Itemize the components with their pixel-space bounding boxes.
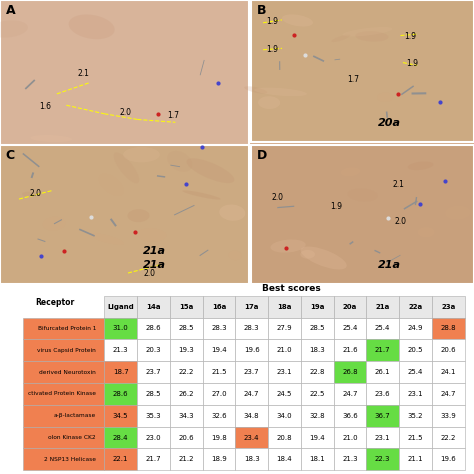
Ellipse shape xyxy=(137,228,166,241)
Text: Receptor: Receptor xyxy=(35,298,74,307)
Text: 2.0: 2.0 xyxy=(271,193,283,202)
Bar xyxy=(251,0,474,142)
Text: 21a: 21a xyxy=(143,261,166,271)
Ellipse shape xyxy=(69,15,115,39)
Bar xyxy=(0,145,249,284)
Ellipse shape xyxy=(301,246,347,269)
Ellipse shape xyxy=(341,167,360,176)
Ellipse shape xyxy=(244,86,267,94)
Ellipse shape xyxy=(0,20,28,37)
Text: 2.1: 2.1 xyxy=(392,181,404,189)
Text: C: C xyxy=(6,149,15,162)
Text: 2.1: 2.1 xyxy=(77,70,89,78)
Text: 2.0: 2.0 xyxy=(119,108,132,117)
Ellipse shape xyxy=(282,14,313,27)
Ellipse shape xyxy=(445,206,471,219)
Ellipse shape xyxy=(30,135,72,142)
Ellipse shape xyxy=(186,158,235,183)
Text: 1.7: 1.7 xyxy=(167,111,179,119)
Text: 2.0: 2.0 xyxy=(29,189,42,198)
Ellipse shape xyxy=(90,233,124,245)
Text: 1.7: 1.7 xyxy=(347,75,359,84)
Ellipse shape xyxy=(408,162,433,170)
Text: 1.6: 1.6 xyxy=(39,102,51,111)
Ellipse shape xyxy=(254,88,307,96)
Text: 21a: 21a xyxy=(143,246,166,256)
Ellipse shape xyxy=(356,31,389,42)
Ellipse shape xyxy=(219,204,246,221)
Ellipse shape xyxy=(22,191,35,197)
Text: 2.0: 2.0 xyxy=(143,269,155,277)
Text: 2.0: 2.0 xyxy=(394,218,407,226)
Text: Best scores: Best scores xyxy=(262,284,321,293)
Ellipse shape xyxy=(301,250,315,259)
Text: 21a: 21a xyxy=(378,261,401,271)
Ellipse shape xyxy=(347,188,378,201)
Ellipse shape xyxy=(271,239,306,253)
Ellipse shape xyxy=(331,35,350,42)
Text: D: D xyxy=(257,149,267,162)
Ellipse shape xyxy=(128,209,149,222)
Ellipse shape xyxy=(167,151,192,172)
Text: 1.9: 1.9 xyxy=(404,33,416,41)
Ellipse shape xyxy=(418,227,435,237)
Ellipse shape xyxy=(123,147,160,163)
Bar xyxy=(251,145,474,284)
Text: 1.9: 1.9 xyxy=(330,202,343,210)
Ellipse shape xyxy=(228,251,242,260)
Ellipse shape xyxy=(43,217,65,230)
Text: 1.9: 1.9 xyxy=(266,17,279,26)
Ellipse shape xyxy=(377,92,393,102)
Ellipse shape xyxy=(342,27,392,36)
Ellipse shape xyxy=(258,96,280,109)
Text: A: A xyxy=(6,4,15,17)
Text: B: B xyxy=(257,4,266,17)
Bar xyxy=(0,0,249,284)
Text: 1.9: 1.9 xyxy=(266,46,279,54)
Text: 20a: 20a xyxy=(378,118,401,128)
Ellipse shape xyxy=(182,191,221,200)
Text: 1.9: 1.9 xyxy=(406,60,419,68)
Ellipse shape xyxy=(99,173,124,196)
Ellipse shape xyxy=(114,152,139,183)
